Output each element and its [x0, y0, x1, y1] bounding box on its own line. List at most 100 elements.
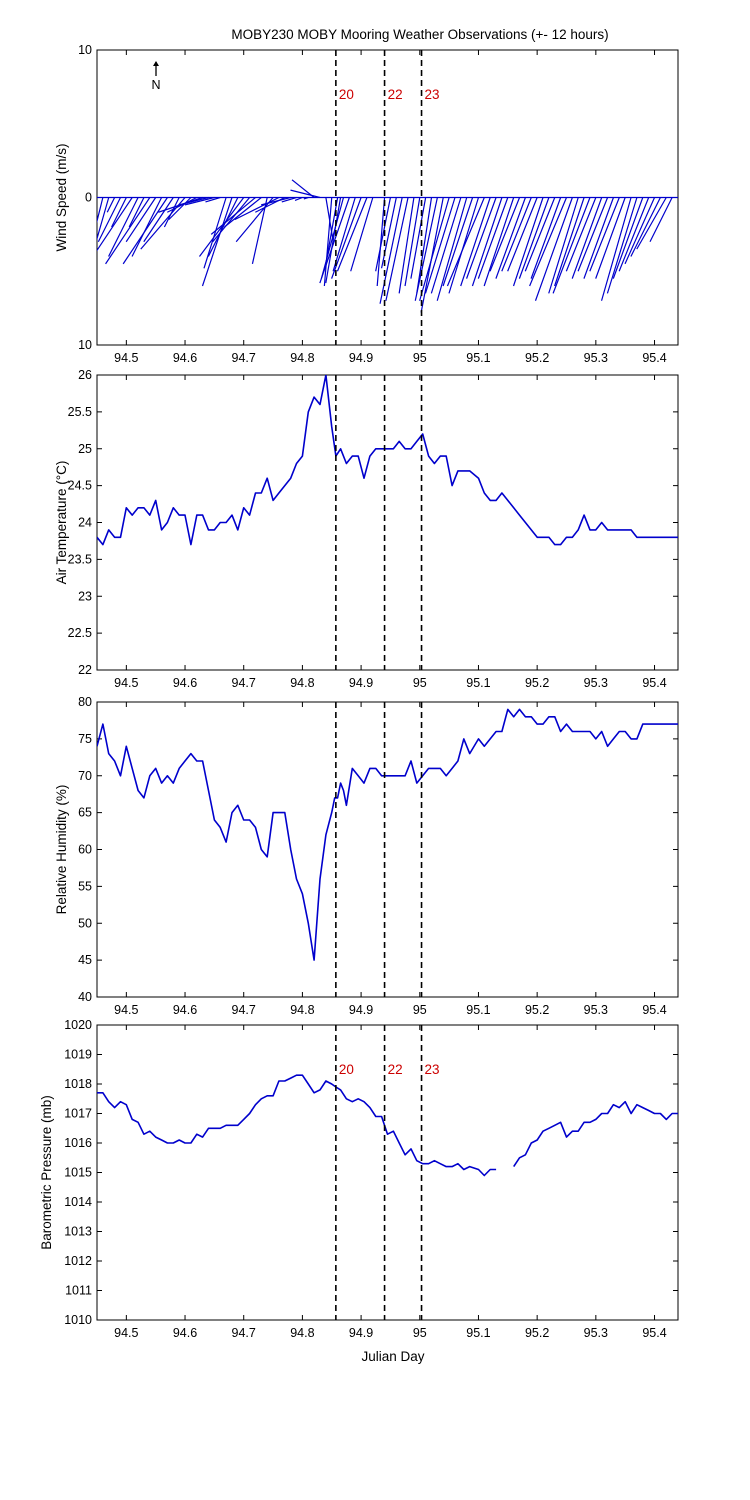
- series-line-1: [97, 375, 678, 546]
- y-tick-label: 40: [78, 990, 92, 1004]
- wind-stick: [636, 197, 667, 250]
- wind-stick: [379, 197, 403, 304]
- wind-stick: [212, 197, 251, 243]
- x-tick-label: 95.2: [525, 1326, 549, 1340]
- wind-stick: [376, 197, 386, 287]
- x-tick-label: 95.3: [584, 1003, 608, 1017]
- x-tick-label: 95.4: [642, 676, 666, 690]
- x-tick-label: 95.1: [466, 1326, 490, 1340]
- x-tick-label: 94.9: [349, 676, 373, 690]
- event-marker-label: 20: [339, 87, 354, 102]
- panels: 94.5 94.6 94.7 94.8 94.9 95 95.1 95.2 95.3 95.4 10…: [39, 43, 679, 1340]
- wind-stick: [350, 197, 374, 272]
- wind-stick: [205, 196, 221, 203]
- wind-stick: [483, 197, 515, 287]
- north-arrow-head-icon: [153, 61, 159, 66]
- x-tick-label: 94.6: [173, 676, 197, 690]
- wind-stick: [380, 197, 397, 269]
- wind-stick: [430, 197, 462, 294]
- event-marker-label: 23: [425, 1062, 440, 1077]
- y-axis-label: Air Temperature (°C): [54, 461, 69, 585]
- y-tick-label: 1010: [64, 1313, 92, 1327]
- wind-stick: [125, 197, 157, 243]
- x-tick-label: 95.3: [584, 351, 608, 365]
- x-tick-label: 94.7: [232, 351, 256, 365]
- x-tick-label: 94.7: [232, 1326, 256, 1340]
- wind-stick: [524, 197, 556, 272]
- x-tick-label: 94.6: [173, 1326, 197, 1340]
- y-tick-label: 1015: [64, 1166, 92, 1180]
- x-tick-label: 94.7: [232, 676, 256, 690]
- x-tick-label: 94.8: [290, 676, 314, 690]
- y-tick-label: 1013: [64, 1225, 92, 1239]
- wind-stick: [424, 197, 456, 294]
- wind-stick: [97, 197, 110, 241]
- series-line-1: [97, 708, 678, 961]
- wind-stick: [290, 189, 321, 199]
- y-tick-label: 26: [78, 368, 92, 382]
- y-tick-label: 24: [78, 516, 92, 530]
- x-tick-label: 95: [413, 676, 427, 690]
- x-tick-label: 95.2: [525, 351, 549, 365]
- y-tick-label: 22.5: [68, 626, 92, 640]
- wind-stick: [105, 197, 151, 265]
- series-line-2: [513, 1100, 678, 1168]
- x-tick-label: 94.8: [290, 351, 314, 365]
- wind-stick: [97, 197, 133, 252]
- x-tick-label: 94.6: [173, 351, 197, 365]
- wind-stick: [529, 197, 568, 287]
- y-tick-label: 23: [78, 589, 92, 603]
- y-tick-label: 55: [78, 879, 92, 893]
- x-tick-label: 95.2: [525, 1003, 549, 1017]
- chart-title: MOBY230 MOBY Mooring Weather Observation…: [231, 27, 608, 42]
- x-tick-label: 94.5: [114, 1003, 138, 1017]
- wind-stick: [184, 196, 215, 206]
- y-tick-label: 70: [78, 769, 92, 783]
- wind-stick: [97, 197, 104, 224]
- plot-area: [97, 1074, 678, 1177]
- y-axis-label: Barometric Pressure (mb): [39, 1095, 54, 1250]
- wind-stick: [507, 197, 538, 272]
- wind-stick: [419, 197, 450, 301]
- wind-stick: [414, 197, 438, 301]
- wind-stick: [583, 197, 615, 279]
- y-tick-label: 1014: [64, 1195, 92, 1209]
- wind-stick: [131, 197, 163, 257]
- panel-2: 94.5 94.6 94.7 94.8 94.9 95 95.1 95.2 95.3 95.4 22…: [54, 368, 679, 690]
- event-marker-label: 20: [339, 1062, 354, 1077]
- x-tick-label: 95.3: [584, 1326, 608, 1340]
- x-tick-label: 95.1: [466, 676, 490, 690]
- y-axis-label: Wind Speed (m/s): [54, 143, 69, 251]
- wind-stick: [495, 197, 526, 279]
- x-tick-label: 95.3: [584, 676, 608, 690]
- wind-stick: [565, 197, 597, 272]
- panel-4: 94.5 94.6 94.7 94.8 94.9 95 95.1 95.2 95.3 95.4 10…: [39, 1018, 679, 1340]
- event-marker-label: 23: [425, 87, 440, 102]
- wind-stick: [624, 197, 656, 265]
- wind-stick: [612, 197, 644, 279]
- event-marker-label: 22: [388, 1062, 403, 1077]
- wind-stick: [600, 197, 632, 301]
- y-axis-label: Relative Humidity (%): [54, 785, 69, 915]
- wind-stick: [336, 197, 368, 272]
- panel-1: 94.5 94.6 94.7 94.8 94.9 95 95.1 95.2 95.3 95.4 10…: [54, 43, 679, 365]
- y-tick-label: 50: [78, 916, 92, 930]
- y-tick-label: 80: [78, 695, 92, 709]
- wind-stick: [548, 197, 579, 294]
- wind-stick: [235, 197, 274, 243]
- x-tick-label: 94.6: [173, 1003, 197, 1017]
- wind-stick: [460, 197, 491, 287]
- x-tick-label: 94.9: [349, 351, 373, 365]
- wind-stick: [122, 197, 168, 265]
- wind-stick: [630, 197, 661, 257]
- x-tick-label: 95: [413, 351, 427, 365]
- y-tick-label: 23.5: [68, 552, 92, 566]
- wind-stick: [128, 197, 145, 228]
- wind-stick: [224, 197, 262, 228]
- wind-stick: [577, 197, 609, 272]
- wind-stick: [323, 197, 333, 287]
- y-tick-label: 10: [78, 338, 92, 352]
- x-tick-label: 94.8: [290, 1003, 314, 1017]
- x-tick-label: 95: [413, 1326, 427, 1340]
- wind-stick: [385, 197, 409, 301]
